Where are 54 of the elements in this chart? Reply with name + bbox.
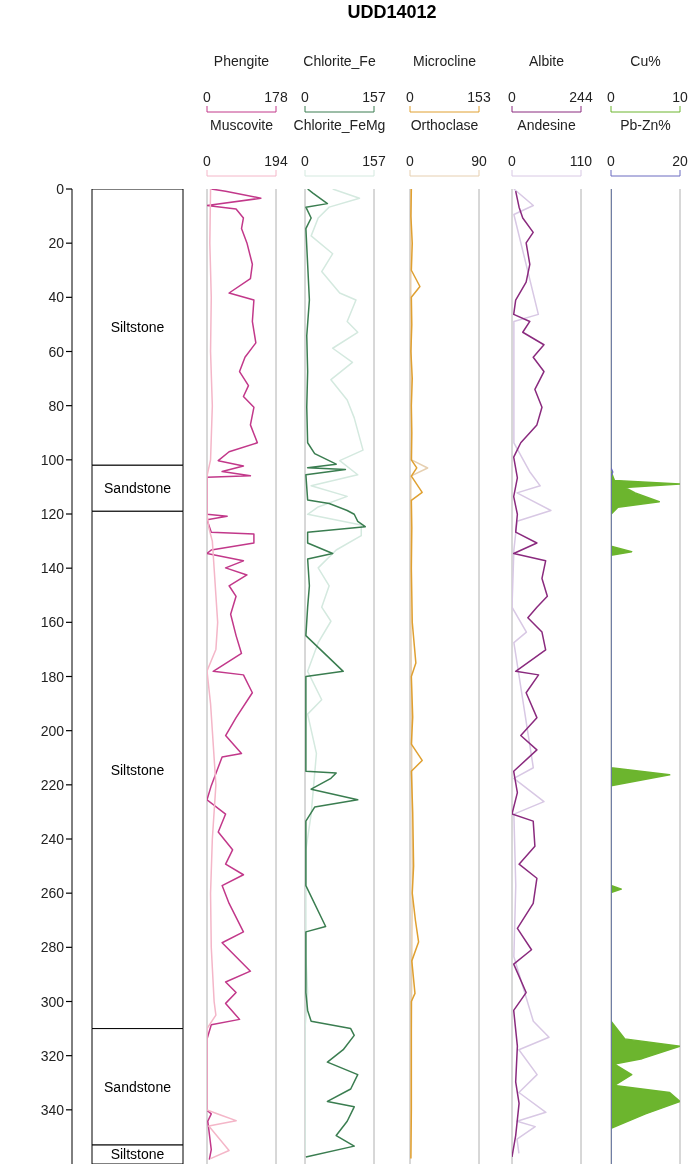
y-tick-label: 100: [40, 451, 65, 468]
x2-axis-title: Cu%: [630, 52, 661, 69]
x2-tick-label: 244: [569, 89, 593, 105]
y-tick-label: 140: [40, 560, 65, 577]
x-axis-title: Chlorite_FeMg: [293, 116, 386, 133]
x-tick-label: 0: [607, 153, 616, 169]
x-tick-label: 0: [406, 153, 415, 169]
y-tick-label: 220: [40, 776, 65, 793]
x2-tick-label: 0: [301, 89, 310, 105]
y-tick-label: 300: [40, 993, 65, 1010]
x2-axis-title: Albite: [528, 52, 565, 69]
x2-tick-label: 10: [672, 89, 688, 105]
x-tick-label: 0: [203, 153, 212, 169]
series-label: Siltstone: [110, 1146, 165, 1163]
y-tick-label: 280: [40, 939, 65, 956]
x2-axis-title: Phengite: [213, 52, 270, 69]
x-tick-label: 194: [264, 153, 288, 169]
x-tick-label: 0: [508, 153, 517, 169]
x2-axis-title: Chlorite_Fe: [303, 52, 376, 69]
series-label: Sandstone: [104, 1078, 172, 1095]
y-tick-label: 80: [48, 397, 65, 414]
x2-tick-label: 0: [508, 89, 517, 105]
series-label: Siltstone: [110, 761, 165, 778]
x2-tick-label: 0: [203, 89, 212, 105]
y-tick-label: 240: [40, 831, 65, 847]
x-tick-label: 90: [471, 153, 487, 169]
y-tick-label: 260: [40, 885, 65, 902]
x-tick-label: 20: [672, 153, 688, 169]
series-label: Sandstone: [104, 480, 172, 497]
y-tick-label: 40: [48, 289, 65, 306]
y-tick-label: 0: [56, 181, 65, 197]
chart-title: UDD14012: [346, 2, 438, 23]
y-tick-label: 160: [40, 614, 65, 631]
x2-tick-label: 0: [607, 89, 616, 105]
x-tick-label: 0: [301, 153, 310, 169]
x-axis-title: Andesine: [517, 116, 576, 133]
x-axis-title: Orthoclase: [410, 116, 479, 133]
y-tick-label: 340: [40, 1101, 65, 1118]
x2-tick-label: 153: [467, 89, 491, 105]
y-tick-label: 20: [48, 235, 65, 252]
y-tick-label: 200: [40, 722, 65, 739]
x-tick-label: 157: [362, 153, 386, 169]
x2-axis-title: Microcline: [412, 52, 477, 69]
series-label: Siltstone: [110, 319, 165, 336]
x-tick-label: 110: [569, 153, 593, 169]
x2-tick-label: 178: [264, 89, 288, 105]
y-tick-label: 120: [40, 506, 65, 522]
y-tick-label: 60: [48, 343, 65, 360]
x-axis-title: Pb-Zn%: [620, 116, 671, 133]
x2-tick-label: 157: [362, 89, 386, 105]
x2-tick-label: 0: [406, 89, 415, 105]
y-tick-label: 320: [40, 1047, 65, 1064]
y-tick-label: 180: [40, 668, 65, 685]
x-axis-title: Muscovite: [209, 116, 274, 133]
